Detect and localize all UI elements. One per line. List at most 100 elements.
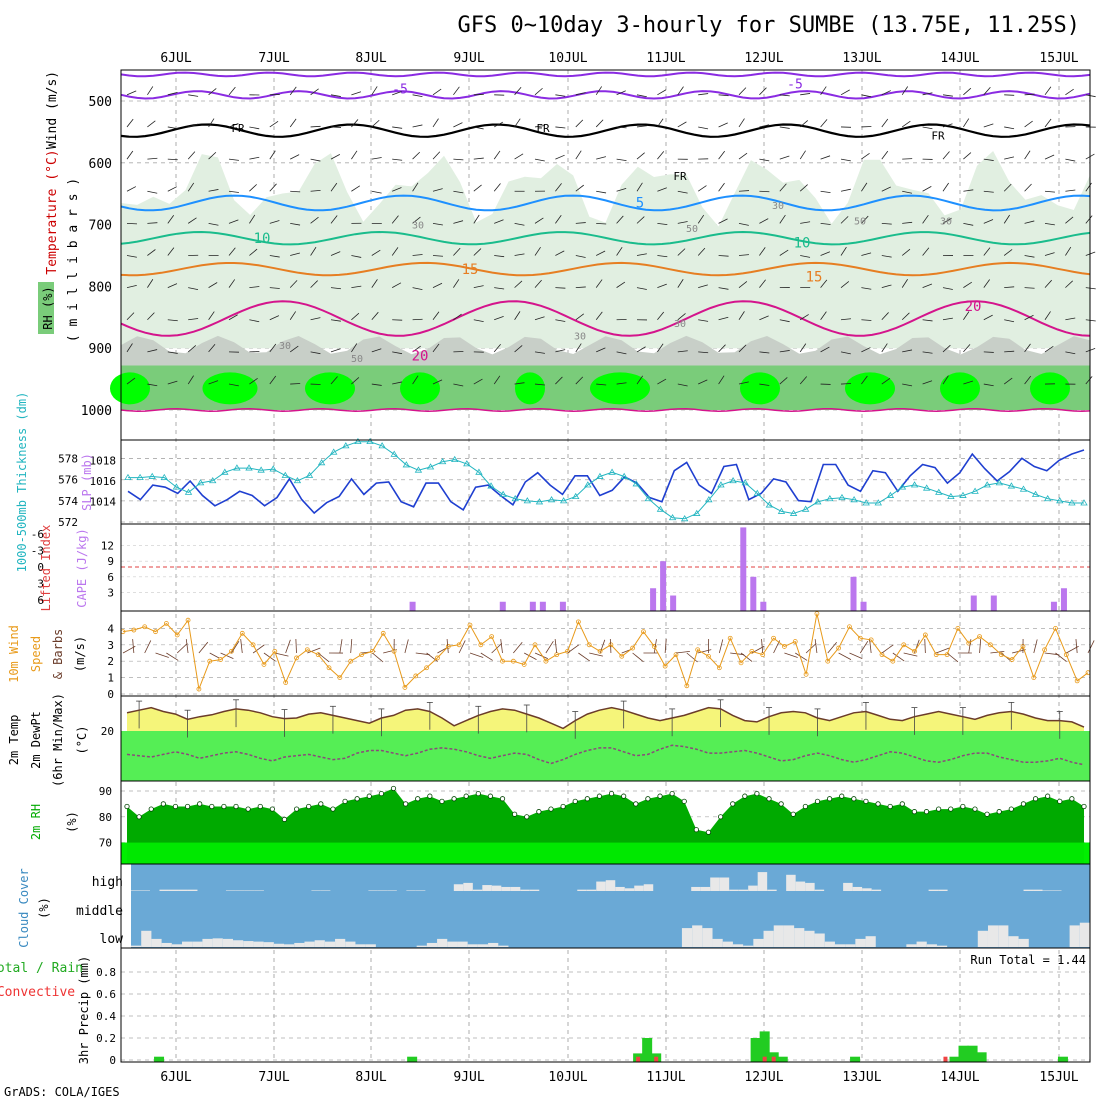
rh2m-point [149,807,153,811]
cloud-high-bar [1052,890,1061,891]
wind-barb-10m [133,639,134,653]
ylabel-cape: CAPE (J/kg) [75,528,89,607]
cloud-high-bar [254,890,263,891]
cape-bar [670,596,676,611]
cloud-high-bar [321,890,330,891]
wind-barb-10m [860,641,867,653]
cape-bar [560,602,566,611]
wind-barb-10m [145,640,151,653]
date-label-bottom: 6JUL [160,1070,191,1085]
cloud-high-bar [729,890,738,891]
ylabel-convective: Convective [0,985,75,1000]
cloud-level-label: high [92,875,123,890]
date-label-top: 9JUL [453,51,484,66]
contour-label-plus10: 10 [794,235,811,251]
cloud-low-bar [927,944,937,947]
rh2m-point [537,809,541,813]
wind-barb-10m [1088,640,1094,653]
cloud-high-bar [463,883,472,891]
rh2m-point [803,804,807,808]
cloud-high-bar [501,887,510,891]
thickness-marker [839,495,845,500]
contour-label-rh50: 50 [686,224,698,235]
rh2m-tick-label: 70 [99,837,112,850]
cloud-low-bar [345,942,355,947]
cloud-low-bar [253,942,263,947]
date-label-bottom: 15JUL [1039,1070,1078,1085]
cloud-high-bar [786,875,795,891]
wind-barb-10m [762,639,763,653]
precip-convective-bar [763,1057,767,1062]
wind-barb-10m [296,639,297,653]
contour-label-fr: FR [673,170,687,183]
wind-barb-10m [633,653,644,662]
rh2m-point [743,794,747,798]
cloud-high-bar [596,882,605,891]
cloud-low-bar [917,942,927,947]
rh2m-point [1070,797,1074,801]
rh2m-point [1021,802,1025,806]
ylabel-barbs: & Barbs [51,629,65,680]
rh2m-point [730,802,734,806]
rh2m-point [852,797,856,801]
wind-barb-10m [815,639,817,653]
cloud-background [131,864,1090,948]
contour-label-rh30: 30 [772,201,784,212]
wind-barb-10m [839,653,851,660]
cape-bar [410,602,416,611]
rh2m-point [403,802,407,806]
ylabel-wind-unit: (m/s) [73,636,87,672]
rh2m-point [815,799,819,803]
rh2m-point [210,804,214,808]
cloud-high-bar [701,887,710,891]
rh2m-point [234,804,238,808]
rh2m-point [755,791,759,795]
cloud-low-bar [906,944,916,947]
cloud-low-bar [1070,925,1080,947]
wind-barb [413,319,423,320]
cape-bar [1051,602,1057,611]
contour-label-rh30: 30 [279,341,291,352]
cape-bar [660,561,666,611]
wind-barb-10m [372,653,383,662]
cloud-low-bar [713,939,723,947]
rh2m-point [924,809,928,813]
thickness-tick-label: 572 [58,516,78,529]
panel-frame [121,611,1090,696]
wind-barb-10m [555,639,557,653]
cape-tick-label: 6 [107,571,114,584]
ylabel-temp-unit: (°C) [75,726,89,755]
rh2m-point [185,804,189,808]
cape-bar [991,596,997,611]
contour-label-plus10: 10 [254,231,271,247]
cloud-high-bar [625,888,634,891]
ylabel-cloud-cover: Cloud Cover [17,868,31,947]
wind-barb-10m [980,639,981,653]
rh2m-point [682,799,686,803]
cloud-high-bar [767,890,776,891]
ylabel-2m-dewpt: 2m DewPt [29,711,43,769]
cloud-high-bar [720,878,729,892]
ylabel-2m-rh: 2m RH [29,804,43,840]
ylabel-cloud-unit: (%) [37,897,51,919]
cloud-level-label: low [100,932,124,947]
rh-patch-saturated [740,372,780,404]
cloud-high-bar [577,890,586,891]
rh2m-point [1045,794,1049,798]
run-total-label: Run Total = 1.44 [970,953,1086,967]
rh2m-point [440,799,444,803]
rh2m-point [307,804,311,808]
cloud-level-label: middle [76,904,123,919]
cape-bar [851,577,857,611]
wind-tick-label: 2 [107,655,114,668]
cloud-low-bar [692,925,702,947]
rh2m-point [646,797,650,801]
cloud-high-bar [805,883,814,891]
ylabel-rh2m-unit: (%) [65,811,79,833]
date-label-top: 8JUL [355,51,386,66]
date-label-bottom: 7JUL [258,1070,289,1085]
rh2m-point [331,807,335,811]
cloud-low-bar [294,943,304,947]
cloud-high-bar [511,887,520,891]
date-label-bottom: 10JUL [548,1070,587,1085]
